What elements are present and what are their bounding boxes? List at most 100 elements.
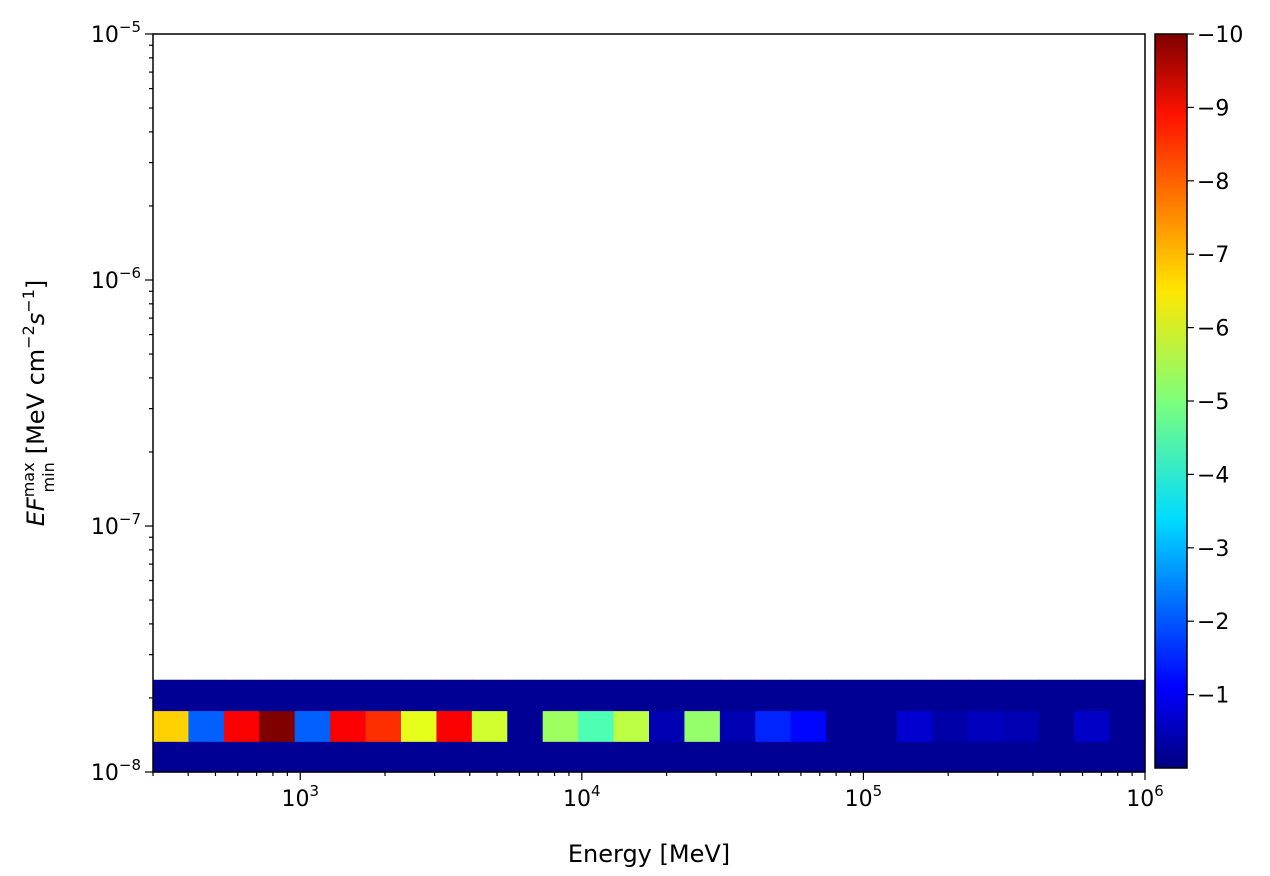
heatmap-cell bbox=[861, 679, 898, 712]
colorbar-tick-label: −5 bbox=[1197, 390, 1229, 415]
heatmap-cell bbox=[1038, 741, 1075, 773]
heatmap-cell bbox=[826, 710, 863, 742]
heatmap-cell bbox=[1074, 710, 1111, 742]
heatmap-cell bbox=[861, 710, 898, 742]
plot-frame bbox=[152, 33, 1146, 773]
y-tick-label: 10−5 bbox=[91, 18, 141, 48]
x-axis-label: Energy [MeV] bbox=[568, 840, 730, 868]
colorbar-tick-label: −3 bbox=[1197, 537, 1229, 562]
heatmap-cell bbox=[436, 710, 473, 742]
heatmap-cell bbox=[471, 710, 508, 742]
x-tick-label: 106 bbox=[1126, 782, 1164, 812]
heatmap-cell bbox=[507, 741, 544, 773]
heatmap-cell bbox=[365, 679, 402, 712]
heatmap-cell bbox=[649, 679, 686, 712]
heatmap-cell bbox=[967, 710, 1004, 742]
heatmap-cell bbox=[755, 710, 792, 742]
heatmap-cell bbox=[1003, 710, 1040, 742]
heatmap-cell bbox=[153, 679, 190, 712]
heatmap-cell bbox=[790, 741, 827, 773]
x-tick-label: 105 bbox=[845, 782, 883, 812]
colorbar-tick-label: −10 bbox=[1197, 23, 1243, 48]
x-tick-label: 103 bbox=[281, 782, 319, 812]
heatmap-cell bbox=[613, 679, 650, 712]
heatmap-cell bbox=[719, 741, 756, 773]
heatmap-cell bbox=[719, 710, 756, 742]
heatmap-cell bbox=[471, 679, 508, 712]
heatmap-cell bbox=[542, 741, 579, 773]
heatmap-cell bbox=[897, 710, 934, 742]
heatmap-cell bbox=[967, 679, 1004, 712]
heatmap-cell bbox=[153, 710, 190, 742]
heatmap-cell bbox=[1038, 679, 1075, 712]
heatmap-cell bbox=[649, 741, 686, 773]
heatmap-cell bbox=[365, 741, 402, 773]
heatmap-cell bbox=[542, 679, 579, 712]
heatmap-cell bbox=[684, 710, 721, 742]
y-tick-label: 10−6 bbox=[91, 264, 141, 294]
heatmap-cell bbox=[401, 710, 438, 742]
heatmap-cell bbox=[861, 741, 898, 773]
y-label-sub: min bbox=[39, 462, 58, 492]
heatmap-cell bbox=[330, 741, 367, 773]
heatmap-cell bbox=[259, 710, 296, 742]
colorbar-tick-label: −9 bbox=[1197, 96, 1229, 121]
heatmap-cell bbox=[401, 741, 438, 773]
colorbar-tick-label: −2 bbox=[1197, 610, 1229, 635]
heatmap-cell bbox=[153, 741, 190, 773]
y-tick-label: 10−7 bbox=[91, 510, 141, 540]
heatmap-cell bbox=[719, 679, 756, 712]
heatmap-cell bbox=[294, 741, 331, 773]
heatmap-cell bbox=[790, 679, 827, 712]
y-axis-label: EFmaxmin [MeV cm−2s−1] bbox=[19, 280, 58, 527]
heatmap-cell bbox=[1109, 741, 1146, 773]
heatmap-cell bbox=[330, 710, 367, 742]
colorbar-tick-label: −4 bbox=[1197, 463, 1229, 488]
heatmap-cell bbox=[578, 741, 615, 773]
heatmap-cell bbox=[188, 710, 225, 742]
y-label-base: EF bbox=[22, 496, 50, 526]
y-axis-ticks: 10−8 10−7 10−6 10−5 bbox=[91, 18, 153, 786]
colorbar-tick-label: −8 bbox=[1197, 170, 1229, 195]
heatmap-cell bbox=[507, 679, 544, 712]
heatmap-cell bbox=[223, 710, 260, 742]
heatmap-cell bbox=[1003, 679, 1040, 712]
heatmap-cell bbox=[684, 679, 721, 712]
heatmap-cell bbox=[223, 741, 260, 773]
heatmap-cell bbox=[436, 741, 473, 773]
heatmap-cell bbox=[1038, 710, 1075, 742]
heatmap-cell bbox=[542, 710, 579, 742]
y-label-s: s bbox=[22, 313, 50, 326]
heatmap-cell bbox=[188, 679, 225, 712]
heatmap-cell bbox=[684, 741, 721, 773]
heatmap-cell bbox=[897, 679, 934, 712]
heatmap-cell bbox=[578, 679, 615, 712]
colorbar bbox=[1154, 33, 1188, 769]
heatmap-cell bbox=[649, 710, 686, 742]
heatmap-cell bbox=[613, 741, 650, 773]
colorbar-ticks: −10 −9 −8 −7 −6 −5 −4 −3 −2 −1 bbox=[1187, 23, 1243, 709]
heatmap-cell bbox=[826, 741, 863, 773]
heatmap-cell bbox=[188, 741, 225, 773]
x-axis-ticks: 103 104 105 106 bbox=[152, 772, 1164, 812]
heatmap-cell bbox=[330, 679, 367, 712]
heatmap-cell bbox=[507, 710, 544, 742]
heatmap-cell bbox=[967, 741, 1004, 773]
heatmap-cell bbox=[436, 679, 473, 712]
heatmap-cell bbox=[1109, 710, 1146, 742]
y-label-close: ] bbox=[22, 280, 50, 289]
heatmap-cell bbox=[1074, 741, 1111, 773]
heatmap-cell bbox=[259, 679, 296, 712]
heatmap-cell bbox=[613, 710, 650, 742]
heatmap-cell bbox=[755, 679, 792, 712]
heatmap-cell bbox=[932, 710, 969, 742]
y-label-sup: max bbox=[19, 462, 38, 497]
heatmap-cell bbox=[223, 679, 260, 712]
heatmap-cell bbox=[932, 741, 969, 773]
heatmap-cell bbox=[365, 710, 402, 742]
colorbar-tick-label: −7 bbox=[1197, 243, 1229, 268]
heatmap-cell bbox=[401, 679, 438, 712]
y-label-units: [MeV cm bbox=[22, 349, 50, 454]
y-label-exp2: −1 bbox=[19, 289, 38, 313]
